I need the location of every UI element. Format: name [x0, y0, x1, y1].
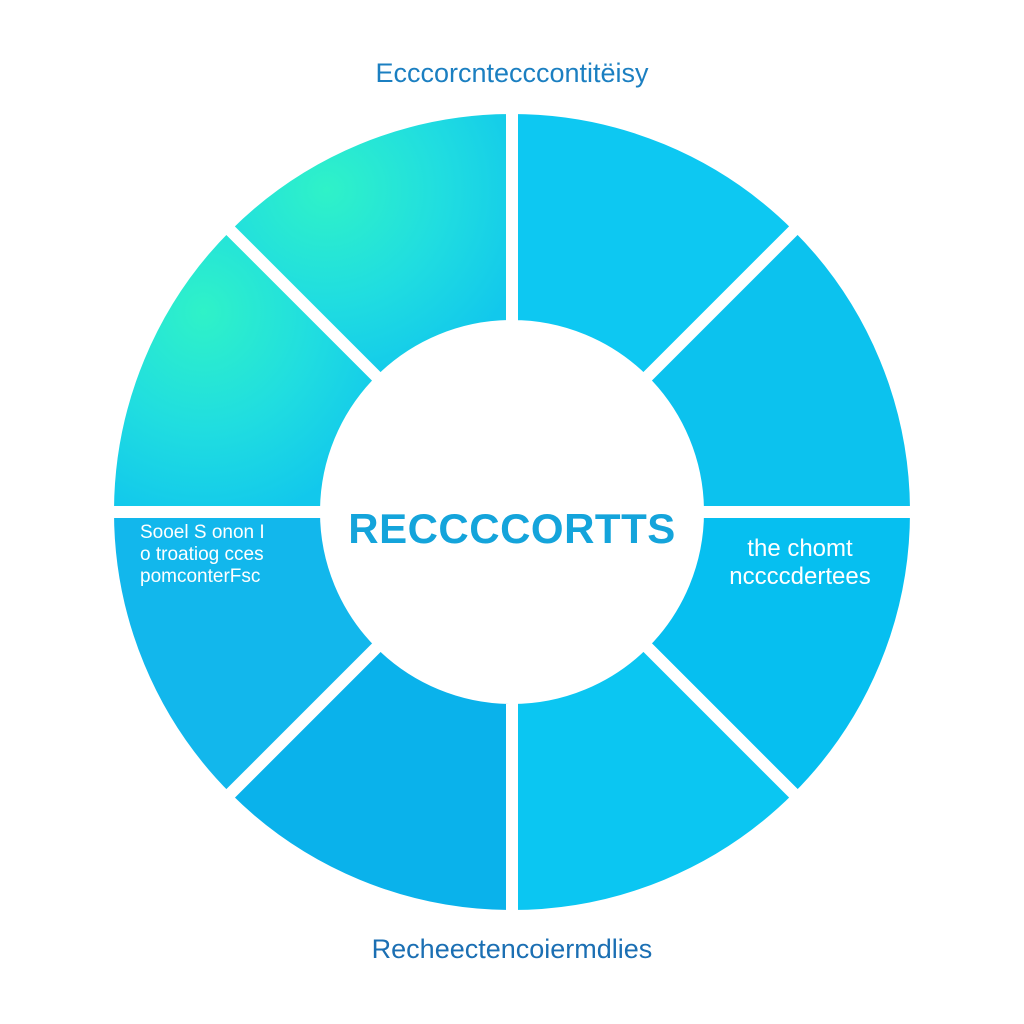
- chart-title: Ecccorcntecccontitëisy: [375, 58, 649, 88]
- donut-hole: [322, 322, 702, 702]
- center-label: RECCCCORTTS: [348, 505, 676, 552]
- chart-footer: Recheectencoiermdlies: [371, 934, 653, 964]
- segment-label-right: the chomt nccccdertees: [729, 535, 871, 590]
- segment-label-left: Sooel S onon I o troatiog cces pomconter…: [140, 522, 265, 587]
